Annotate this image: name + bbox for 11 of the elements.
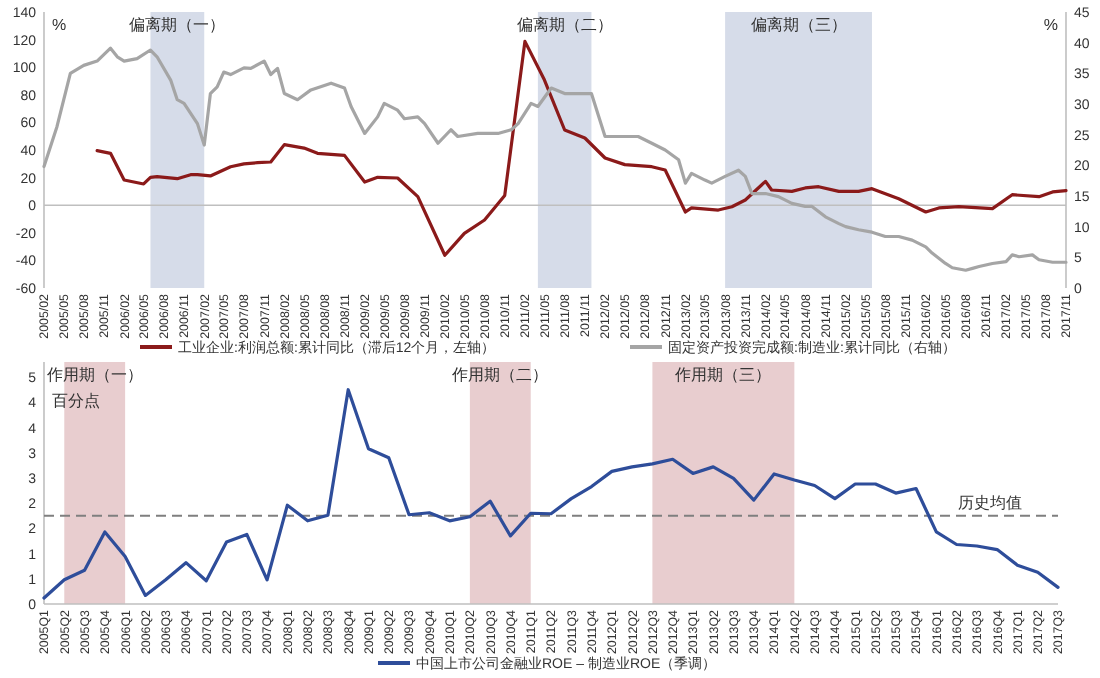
band-label: 偏离期（一） <box>129 16 226 34</box>
band-label: 作用期（二） <box>450 366 549 384</box>
band-label: 作用期（三） <box>673 366 772 384</box>
band-label: 偏离期（二） <box>516 16 613 34</box>
line-series <box>42 388 1060 600</box>
y-axis-title: 百分点 <box>52 392 100 410</box>
y2-axis-title: % <box>1043 16 1058 34</box>
band-label: 偏离期（三） <box>750 16 847 34</box>
ref-line-label: 历史均值 <box>958 493 1022 512</box>
y-axis-title: % <box>52 16 67 34</box>
band-label: 作用期（一） <box>44 366 143 384</box>
